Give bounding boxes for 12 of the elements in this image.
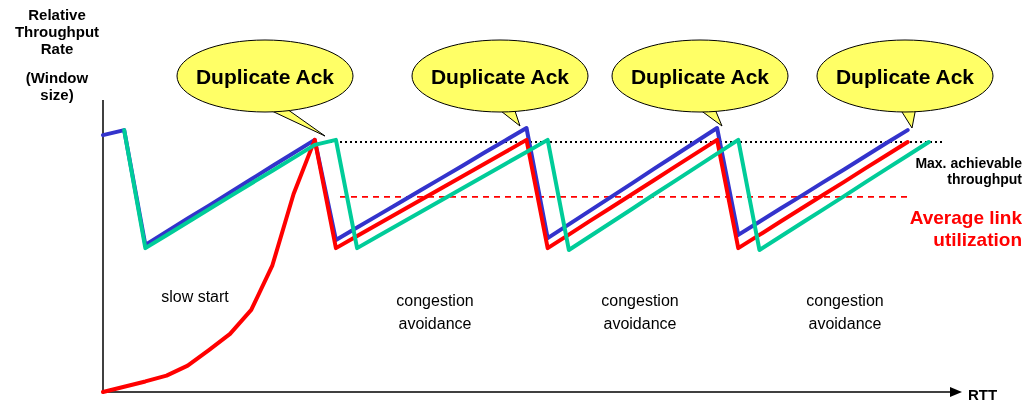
text: Duplicate Ack [430,65,570,88]
ref-line-label: Max. achievable throughput [915,155,1023,188]
annotation: congestion avoidance [396,292,474,332]
annotation: congestion avoidance [601,292,679,332]
x-axis-title: RTT [968,386,998,403]
annotation: slow start [161,288,230,305]
ref-line-label: Average link utilization [909,207,1023,250]
text: Duplicate Ack [195,65,335,88]
y-axis-title: Relative Throughput Rate (Window size) [14,6,100,103]
text: Duplicate Ack [835,65,975,88]
text: Duplicate Ack [630,65,770,88]
annotation: congestion avoidance [806,292,884,332]
